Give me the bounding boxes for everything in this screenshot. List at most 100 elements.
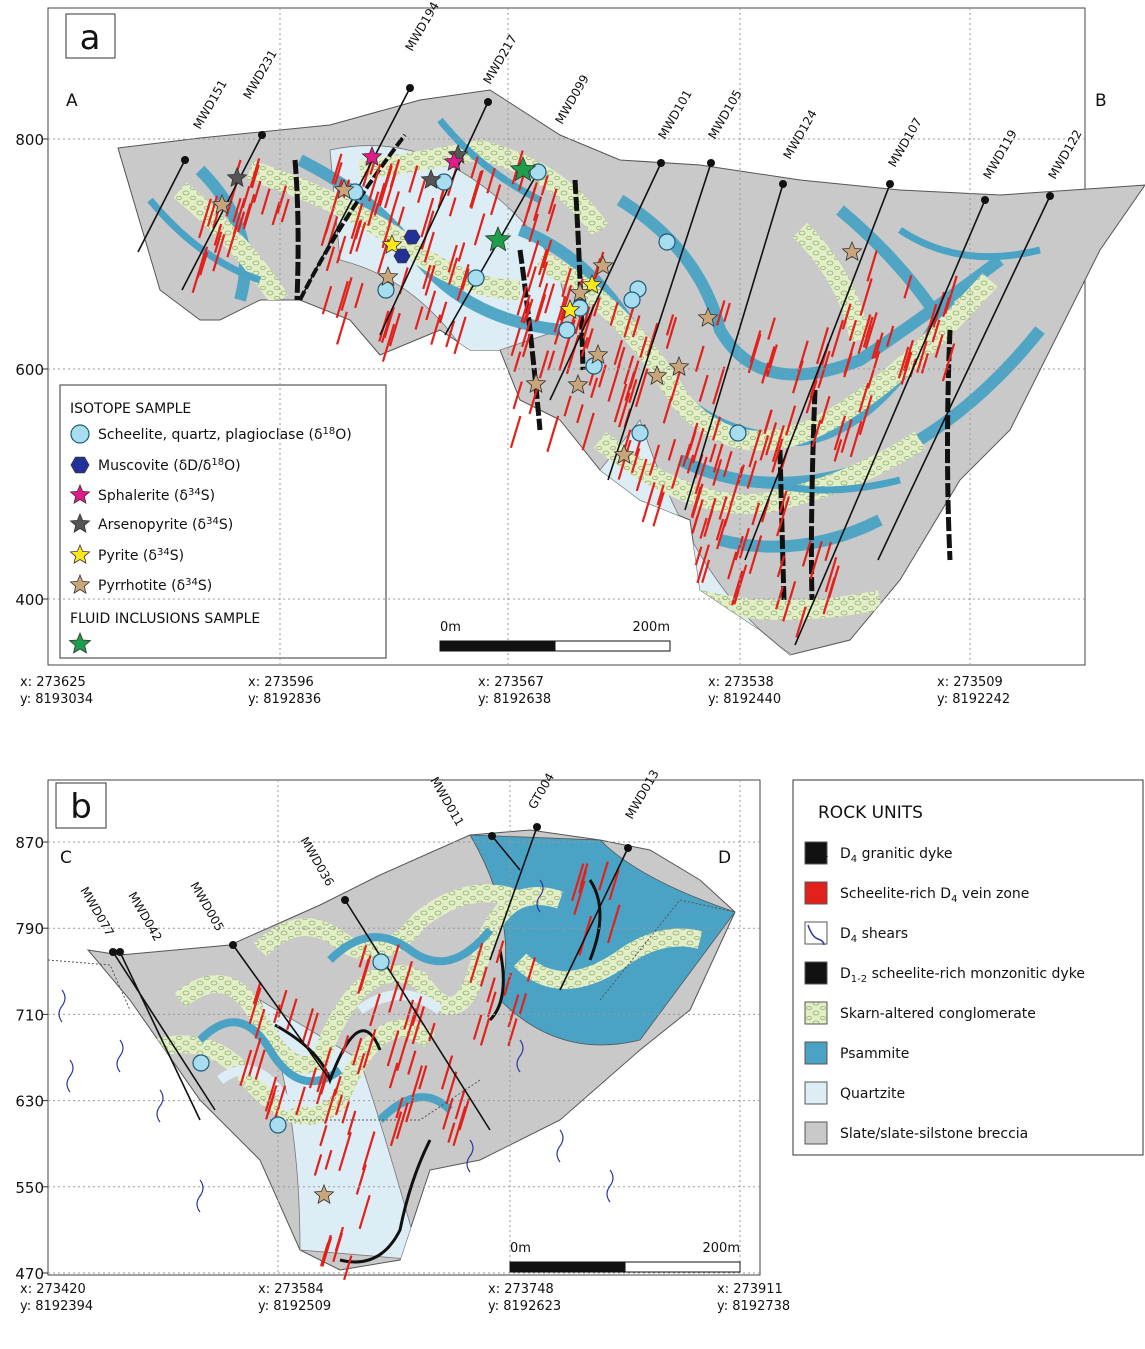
legend-text-part: Pyrite (δ bbox=[98, 548, 157, 564]
collar bbox=[109, 948, 117, 956]
elevation-label: 400 bbox=[15, 591, 44, 609]
legend-label: Skarn-altered conglomerate bbox=[840, 1006, 1036, 1022]
sample-circle bbox=[373, 954, 389, 970]
legend-text-part: 34 bbox=[185, 577, 198, 588]
legend-swatch: + bbox=[820, 843, 827, 852]
sample-circle bbox=[730, 425, 746, 441]
collar bbox=[341, 896, 349, 904]
legend-swatch bbox=[805, 1122, 827, 1144]
scale-bar-white bbox=[625, 1262, 740, 1272]
elevation-label: 630 bbox=[15, 1093, 44, 1111]
collar bbox=[533, 823, 541, 831]
coordinate-x: x: 273420 bbox=[20, 1282, 86, 1297]
legend-text-part: vein zone bbox=[957, 886, 1029, 902]
shear bbox=[67, 1060, 73, 1092]
legend-swatch bbox=[805, 962, 827, 984]
coordinate-x: x: 273911 bbox=[717, 1282, 783, 1297]
coordinate-y: y: 8192394 bbox=[20, 1299, 93, 1314]
vein bbox=[511, 416, 521, 448]
sample-circle bbox=[468, 270, 484, 286]
shear bbox=[197, 1180, 203, 1212]
legend-text-part: 34 bbox=[188, 487, 201, 498]
legend-text-part: S) bbox=[219, 517, 233, 533]
sample-hex bbox=[394, 249, 410, 263]
coordinate-y: y: 8192638 bbox=[478, 692, 551, 707]
sample-hex bbox=[404, 230, 420, 244]
coordinate-x: x: 273584 bbox=[258, 1282, 324, 1297]
legend-text-part: O) bbox=[224, 458, 240, 474]
drill-hole-label: MWD122 bbox=[1045, 127, 1084, 181]
figure: a A B b C D 800600400x: 273625y: 8193034… bbox=[0, 0, 1145, 1349]
legend-text-part: S) bbox=[170, 548, 184, 564]
legend-title: ISOTOPE SAMPLE bbox=[70, 401, 191, 417]
drill-hole-label: MWD011 bbox=[427, 775, 466, 829]
elevation-label: 470 bbox=[15, 1265, 44, 1283]
drill-hole-label: MWD107 bbox=[885, 115, 924, 169]
drill-hole-label: GT004 bbox=[525, 771, 557, 812]
legend-title: FLUID INCLUSIONS SAMPLE bbox=[70, 611, 260, 627]
scale-end: 200m bbox=[703, 1241, 740, 1256]
section-end: B bbox=[1095, 91, 1107, 111]
drill-hole-label: MWD151 bbox=[190, 77, 229, 131]
legend-label: Psammite bbox=[840, 1046, 909, 1062]
elevation-label: 800 bbox=[15, 131, 44, 149]
legend-text-part: granitic dyke bbox=[857, 846, 952, 862]
scale-bar-black bbox=[510, 1262, 625, 1272]
legend-text-part: Psammite bbox=[840, 1046, 909, 1062]
elevation-label: 600 bbox=[15, 361, 44, 379]
legend-text-part: Arsenopyrite (δ bbox=[98, 517, 206, 533]
collar bbox=[258, 131, 266, 139]
shear bbox=[117, 1040, 123, 1072]
panel-label: a bbox=[80, 18, 101, 58]
drill-hole-label: MWD124 bbox=[780, 107, 819, 161]
drill-hole-label: MWD105 bbox=[705, 87, 744, 141]
legend-text-part: 18 bbox=[211, 457, 224, 468]
scale-start: 0m bbox=[510, 1241, 531, 1256]
drill-hole-label: MWD231 bbox=[240, 47, 279, 101]
drill-hole-label: MWD042 bbox=[125, 890, 164, 944]
scale-end: 200m bbox=[633, 620, 670, 635]
legend-title: ROCK UNITS bbox=[818, 803, 923, 823]
drill-hole-label: MWD013 bbox=[622, 767, 661, 821]
sample-circle bbox=[559, 322, 575, 338]
sample-circle bbox=[378, 282, 394, 298]
section-b bbox=[48, 830, 735, 1280]
drill-hole-label: MWD217 bbox=[480, 32, 519, 86]
legend-text-part: Scheelite, quartz, plagioclase (δ bbox=[98, 427, 323, 443]
collar bbox=[981, 196, 989, 204]
legend-swatch bbox=[805, 1082, 827, 1104]
legend-swatch bbox=[805, 882, 827, 904]
coordinate-x: x: 273596 bbox=[248, 675, 314, 690]
drill-hole-label: MWD101 bbox=[655, 87, 694, 141]
collar bbox=[886, 180, 894, 188]
panel-label: b bbox=[70, 787, 92, 827]
sample-hex bbox=[71, 457, 89, 473]
drill-hole-label: MWD036 bbox=[297, 835, 336, 889]
coordinate-x: x: 273625 bbox=[20, 675, 86, 690]
legend-swatch: + bbox=[822, 852, 829, 861]
coordinate-y: y: 8192738 bbox=[717, 1299, 790, 1314]
sample-circle bbox=[71, 425, 89, 443]
coordinate-y: y: 8192623 bbox=[488, 1299, 561, 1314]
collar bbox=[181, 156, 189, 164]
coordinate-y: y: 8192509 bbox=[258, 1299, 331, 1314]
collar bbox=[1046, 192, 1054, 200]
legend-text-part: Skarn-altered conglomerate bbox=[840, 1006, 1036, 1022]
scale-bar-white bbox=[555, 641, 670, 651]
coordinate-y: y: 8192836 bbox=[248, 692, 321, 707]
coordinate-x: x: 273567 bbox=[478, 675, 544, 690]
coordinate-y: y: 8192242 bbox=[937, 692, 1010, 707]
legend-text-part: shears bbox=[857, 926, 908, 942]
coordinate-y: y: 8193034 bbox=[20, 692, 93, 707]
collar bbox=[624, 844, 632, 852]
legend-swatch bbox=[805, 1042, 827, 1064]
sample-circle bbox=[659, 234, 675, 250]
collar bbox=[406, 84, 414, 92]
legend-text-part: Slate/slate-silstone breccia bbox=[840, 1126, 1028, 1142]
legend-text-part: Scheelite-rich D bbox=[840, 886, 951, 902]
legend-text-part: D bbox=[840, 926, 851, 942]
legend-text-part: 18 bbox=[323, 426, 336, 437]
legend-text-part: Muscovite (δD/δ bbox=[98, 458, 211, 474]
coordinate-x: x: 273509 bbox=[937, 675, 1003, 690]
coordinate-x: x: 273538 bbox=[708, 675, 774, 690]
